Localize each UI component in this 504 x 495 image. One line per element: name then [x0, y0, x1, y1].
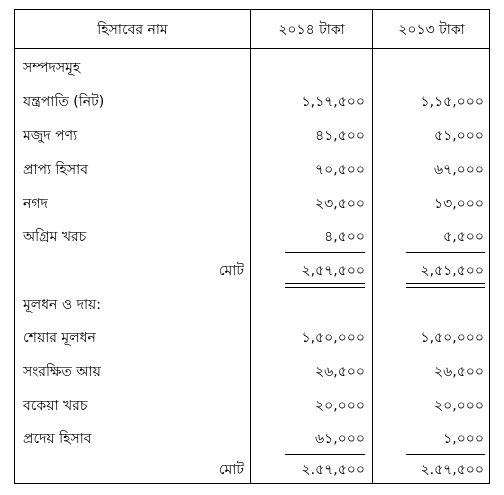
- subtotal-rule: [406, 454, 485, 455]
- subtotal-rule: [406, 252, 485, 253]
- subtotal-rule: [285, 252, 365, 253]
- column-divider: [250, 10, 251, 483]
- row-value-2014: ৪১,৫০০: [315, 128, 365, 144]
- row-value-2014: ২০,০০০: [315, 398, 365, 414]
- row-label: সংরক্ষিত আয়: [23, 364, 101, 380]
- column-header-2013: ২০১৩ টাকা: [398, 22, 465, 38]
- row-value-2013: ২৬,৫০০: [434, 364, 484, 380]
- balance-sheet-table: হিসাবের নাম ২০১৪ টাকা ২০১৩ টাকা সম্পদসমূ…: [14, 9, 490, 484]
- row-value-2014: ২৬,৫০০: [315, 364, 365, 380]
- row-value-2014: ৪,৫০০: [324, 229, 365, 245]
- row-label: মজুদ পণ্য: [23, 128, 78, 144]
- row-label: যন্ত্রপাতি (নিট): [23, 94, 105, 110]
- column-header-2014: ২০১৪ টাকা: [278, 22, 345, 38]
- column-divider: [372, 10, 373, 483]
- row-label: প্রাপ্য হিসাব: [23, 162, 88, 178]
- row-label: শেয়ার মূলধন: [23, 330, 96, 346]
- row-value-2014: ২৩,৫০০: [315, 196, 365, 212]
- assets-total-2014: ২,৫৭,৫০০: [301, 263, 365, 279]
- subtotal-rule: [285, 454, 365, 455]
- row-label: বকেয়া খরচ: [23, 398, 88, 414]
- header-divider: [15, 48, 489, 49]
- row-value-2013: ১,০০০: [443, 431, 484, 447]
- row-value-2013: ১৩,০০০: [434, 196, 484, 212]
- row-label: অগ্রিম খরচ: [23, 229, 87, 245]
- total-double-underline: [285, 283, 365, 288]
- row-value-2014: ১,১৭,৫০০: [301, 94, 365, 110]
- liabilities-total-2014: ২.৫৭,৫০০: [301, 462, 365, 478]
- row-value-2013: ২০,০০০: [434, 398, 484, 414]
- section-heading-equity-liabilities: মূলধন ও দায়:: [23, 297, 101, 313]
- row-label: প্রদেয় হিসাব: [23, 431, 92, 447]
- liabilities-total-label: মোট: [218, 462, 244, 478]
- row-value-2013: ১,১৫,০০০: [420, 94, 484, 110]
- liabilities-total-2013: ২.৫৭,৫০০: [420, 462, 484, 478]
- row-value-2013: ৫১,০০০: [434, 128, 484, 144]
- column-header-name: হিসাবের নাম: [97, 22, 168, 38]
- row-value-2014: ১,৫০,০০০: [301, 330, 365, 346]
- assets-total-label: মোট: [218, 263, 244, 279]
- row-value-2013: ১,৫০,০০০: [420, 330, 484, 346]
- row-value-2014: ৬১,০০০: [315, 431, 365, 447]
- row-label: নগদ: [23, 196, 48, 212]
- row-value-2014: ৭০,৫০০: [315, 162, 365, 178]
- row-value-2013: ৫,৫০০: [443, 229, 484, 245]
- section-heading-assets: সম্পদসমূহ: [23, 60, 81, 76]
- total-double-underline: [406, 283, 485, 288]
- row-value-2013: ৬৭,০০০: [434, 162, 484, 178]
- assets-total-2013: ২,৫১,৫০০: [420, 263, 484, 279]
